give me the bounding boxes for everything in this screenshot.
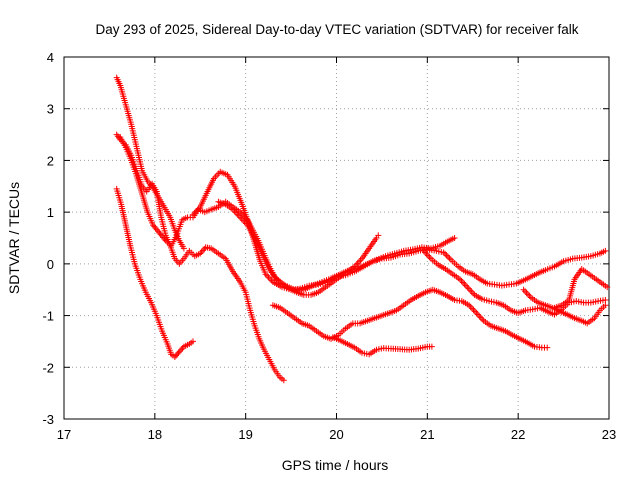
data-point [602, 297, 609, 304]
data-point [524, 291, 531, 298]
data-point [476, 313, 483, 320]
x-tick-label: 18 [148, 427, 162, 442]
chart-title: Day 293 of 2025, Sidereal Day-to-day VTE… [96, 22, 579, 37]
data-point [465, 285, 472, 292]
data-point [442, 250, 449, 257]
data-point [469, 305, 476, 312]
data-points [113, 74, 611, 384]
data-point [468, 288, 475, 295]
data-point [526, 292, 533, 299]
data-point [280, 377, 287, 384]
y-tick-label: 4 [47, 50, 54, 65]
data-point [357, 257, 364, 264]
data-point [477, 314, 484, 321]
data-point [199, 247, 206, 254]
series-s7 [269, 286, 551, 351]
y-tick-label: 3 [47, 102, 54, 117]
y-tick-label: -3 [42, 412, 54, 427]
data-point [440, 249, 447, 256]
data-point [470, 306, 477, 313]
x-tick-label: 22 [511, 427, 525, 442]
data-point [180, 245, 187, 252]
data-point [479, 316, 486, 323]
x-tick-label: 21 [420, 427, 434, 442]
x-tick-label: 17 [57, 427, 71, 442]
data-point [471, 308, 478, 315]
data-point [178, 346, 185, 353]
data-point [604, 284, 611, 291]
data-point [445, 253, 452, 260]
data-point [423, 251, 430, 258]
x-tick-label: 19 [238, 427, 252, 442]
data-point [520, 286, 527, 293]
series-s11 [551, 266, 611, 311]
data-point [602, 247, 609, 254]
y-tick-label: 0 [47, 257, 54, 272]
data-point [602, 302, 609, 309]
series-s10 [520, 286, 609, 327]
data-point [443, 252, 450, 259]
x-axis-label: GPS time / hours [282, 457, 389, 473]
data-point [461, 281, 468, 288]
series-s3 [113, 185, 196, 360]
data-point [544, 344, 551, 351]
series-s8 [329, 334, 435, 358]
series-s9 [420, 247, 609, 318]
data-point [189, 338, 196, 345]
data-point [451, 235, 458, 241]
data-point [467, 287, 474, 294]
data-point [458, 277, 465, 284]
y-axis: -3 -2 -1 0 1 2 3 4 [42, 50, 609, 427]
data-point [464, 284, 471, 291]
data-point [522, 288, 529, 295]
data-point [462, 282, 469, 289]
data-point [474, 311, 481, 318]
series-s6 [215, 198, 458, 293]
data-point [375, 232, 382, 239]
x-tick-label: 23 [602, 427, 616, 442]
grid-lines [64, 57, 609, 419]
y-tick-label: -2 [42, 360, 54, 375]
data-point [426, 254, 433, 261]
data-point [459, 279, 466, 286]
data-point [523, 289, 530, 296]
x-axis: 17 18 19 20 21 22 23 [57, 57, 616, 442]
y-tick-label: 2 [47, 153, 54, 168]
data-point [428, 343, 435, 350]
x-tick-label: 20 [329, 427, 343, 442]
series-s1 [113, 74, 187, 252]
data-point [425, 252, 432, 259]
y-axis-label: SDTVAR / TECUs [6, 182, 22, 294]
data-point [446, 255, 453, 262]
data-point [473, 309, 480, 316]
y-tick-label: -1 [42, 309, 54, 324]
y-tick-label: 1 [47, 205, 54, 220]
data-point [201, 245, 208, 252]
data-point [174, 351, 181, 358]
